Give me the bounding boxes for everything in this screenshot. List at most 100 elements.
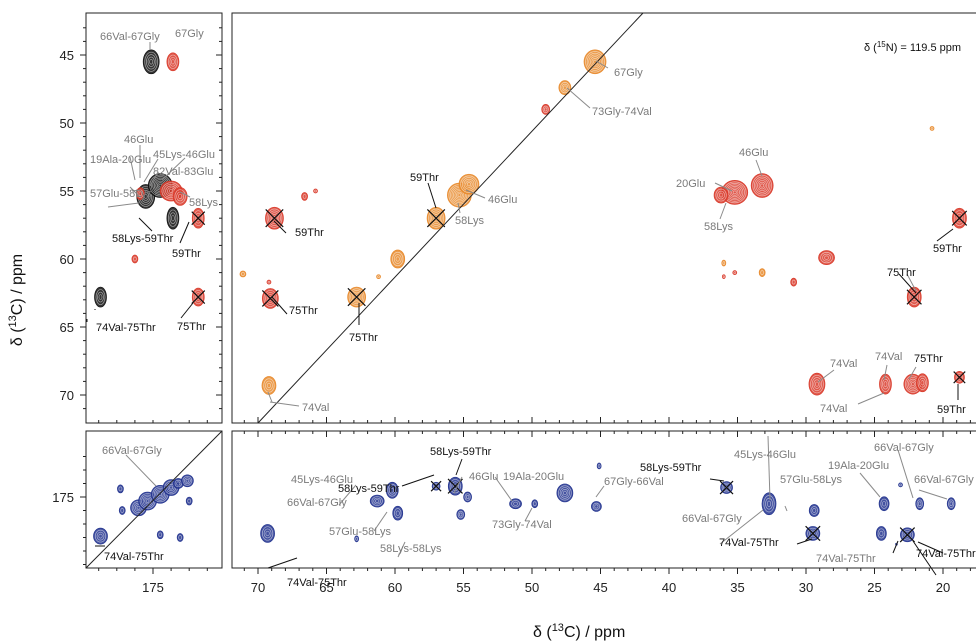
contour-ring: [174, 189, 186, 204]
peak-label: 59Thr: [295, 227, 324, 239]
x-tick-label: 60: [388, 580, 402, 595]
contour-ring: [176, 533, 184, 542]
contour-ring: [184, 477, 191, 485]
peak-contour: [426, 206, 446, 230]
contour-ring: [457, 193, 462, 197]
contour-ring: [882, 501, 887, 507]
contour-ring: [239, 270, 247, 278]
contour-ring: [727, 186, 742, 199]
contour-ring: [97, 291, 104, 303]
contour-ring: [263, 290, 278, 307]
contour-ring: [456, 191, 463, 199]
peak-label: 74Val-75Thr: [816, 553, 876, 565]
peak-contour: [732, 270, 738, 275]
contour-ring: [350, 290, 363, 305]
peak-label: 46Glu: [739, 147, 768, 159]
contour-ring: [145, 499, 150, 503]
contour-ring: [723, 484, 730, 491]
contour-ring: [586, 52, 604, 71]
contour-ring: [182, 475, 193, 486]
peak-label: 66Val-67Gly: [287, 497, 347, 509]
peak-contour: [721, 259, 727, 267]
peak-cross-marker: [191, 211, 206, 226]
peak-label: 58Lys: [455, 215, 484, 227]
annotation-labels-black: 58Lys-59Thr 59Thr 74Val-75Thr 75Thr 59Th…: [96, 172, 976, 589]
contour-ring: [733, 271, 737, 274]
peak-contour: [354, 535, 359, 543]
contour-ring: [544, 107, 548, 112]
contour-ring: [511, 500, 520, 508]
contour-ring: [898, 482, 903, 488]
contour-ring: [812, 508, 817, 513]
contour-ring: [241, 272, 245, 276]
peak-label: 59Thr: [937, 404, 966, 416]
peak-label: 58Lys-59Thr: [112, 233, 174, 245]
peak-contour: [117, 484, 124, 494]
contour-ring: [390, 487, 395, 493]
peak-cross-marker: [430, 480, 442, 492]
y-tick-label: 70: [60, 388, 74, 403]
contour-ring: [176, 481, 181, 486]
contour-ring: [353, 293, 360, 301]
contour-ring: [955, 212, 964, 224]
peak-label: 75Thr: [349, 332, 378, 344]
peak-contour: [805, 525, 821, 542]
contour-ring: [765, 497, 773, 510]
contour-ring: [717, 190, 725, 200]
peak-label: 58Lys-58Lys: [380, 543, 442, 555]
peaks-top-left-layer: [94, 49, 206, 308]
contour-ring: [882, 378, 889, 390]
peak-contour: [761, 492, 777, 516]
contour-ring: [760, 270, 765, 275]
contour-ring: [880, 498, 888, 509]
peak-contour: [191, 207, 206, 229]
contour-ring: [757, 180, 768, 192]
peak-label: 74Val-75Thr: [719, 537, 779, 549]
contour-ring: [810, 506, 818, 515]
peak-contour: [556, 483, 574, 503]
contour-ring: [187, 498, 192, 504]
contour-ring: [729, 187, 740, 198]
contour-ring: [957, 374, 962, 380]
y-tick-label: 45: [60, 48, 74, 63]
peak-label: 74Val: [820, 403, 847, 415]
annotation-leaders: [86, 42, 959, 576]
peak-cross-marker: [805, 525, 821, 542]
contour-ring: [758, 181, 766, 190]
contour-ring: [908, 289, 920, 305]
contour-ring: [302, 194, 307, 199]
peak-contour: [118, 506, 126, 515]
peak-cross-marker: [261, 290, 279, 307]
peak-label: 73Gly-74Val: [492, 519, 552, 531]
contour-ring: [263, 378, 275, 393]
contour-ring: [266, 208, 283, 228]
contour-ring: [811, 377, 823, 392]
contour-ring: [395, 256, 400, 262]
contour-ring: [807, 527, 819, 540]
contour-ring: [194, 292, 202, 302]
contour-ring: [351, 291, 362, 303]
peak-contour: [156, 530, 164, 540]
contour-ring: [428, 208, 444, 228]
x-tick-label: 55: [456, 580, 470, 595]
contour-ring: [808, 372, 826, 396]
peak-label: 75Thr: [177, 321, 206, 333]
peak-contour: [591, 501, 602, 512]
contour-ring: [169, 485, 174, 490]
peak-contour: [906, 286, 922, 308]
contour-ring: [460, 175, 478, 193]
peak-contour: [93, 527, 108, 545]
contour-ring: [760, 183, 765, 188]
contour-ring: [434, 484, 438, 488]
peak-label: 57Glu-58Lys: [329, 526, 391, 538]
contour-ring: [156, 530, 164, 540]
contour-ring: [348, 288, 365, 306]
contour-ring: [266, 382, 272, 389]
peak-contour: [946, 497, 956, 511]
contour-ring: [597, 464, 601, 468]
peak-cross-marker: [191, 290, 206, 305]
x-tick-label: 40: [662, 580, 676, 595]
peak-contour: [583, 49, 607, 75]
contour-ring: [899, 483, 902, 487]
contour-ring: [810, 374, 824, 394]
